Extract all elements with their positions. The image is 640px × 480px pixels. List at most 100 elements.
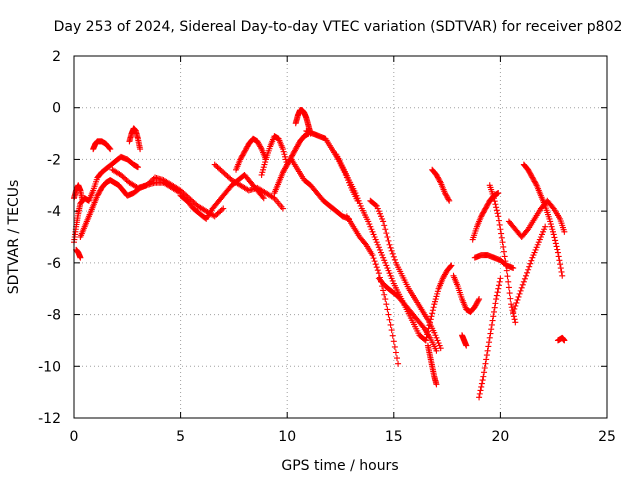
data-point — [385, 311, 392, 318]
series-trace-31 — [554, 334, 568, 344]
data-point — [284, 161, 291, 168]
data-point — [426, 322, 433, 329]
data-point — [529, 254, 536, 261]
data-point — [507, 295, 514, 302]
data-point — [472, 302, 479, 309]
data-point — [526, 169, 533, 176]
data-point — [494, 289, 501, 296]
data-point — [289, 152, 296, 159]
data-point — [536, 236, 543, 243]
data-point — [522, 272, 529, 279]
data-point — [387, 244, 394, 251]
data-point — [256, 142, 263, 149]
data-point — [556, 257, 563, 264]
y-tick-label: 2 — [52, 49, 61, 65]
data-point — [494, 210, 501, 217]
data-point — [217, 166, 224, 173]
data-point — [496, 278, 503, 285]
data-point — [516, 290, 523, 297]
data-point — [367, 223, 374, 230]
data-point — [423, 334, 430, 341]
data-point — [425, 325, 432, 332]
x-tick-label: 0 — [70, 429, 79, 445]
data-point — [147, 178, 154, 185]
data-point — [478, 380, 485, 387]
data-point — [382, 226, 389, 233]
data-point — [372, 261, 379, 268]
data-point — [428, 313, 435, 320]
series-trace-25 — [476, 275, 504, 401]
data-point — [215, 209, 222, 216]
data-point — [283, 162, 290, 169]
data-point — [371, 258, 378, 265]
data-point — [553, 243, 560, 250]
data-point — [431, 329, 438, 336]
data-point — [497, 275, 504, 282]
series-trace-29 — [505, 197, 568, 240]
data-point — [491, 304, 498, 311]
data-point — [381, 291, 388, 298]
data-point — [386, 270, 393, 277]
grid — [74, 56, 607, 418]
data-point — [434, 337, 441, 344]
data-point — [531, 249, 538, 256]
data-point — [525, 166, 532, 173]
series-trace-5 — [90, 138, 114, 153]
data-point — [432, 298, 439, 305]
data-point — [382, 259, 389, 266]
data-point — [524, 269, 531, 276]
data-point — [385, 237, 392, 244]
data-point — [146, 179, 153, 186]
data-point — [510, 265, 517, 272]
data-point — [502, 258, 509, 265]
data-point — [549, 228, 556, 235]
data-point — [437, 345, 444, 352]
data-point — [427, 319, 434, 326]
data-point — [365, 218, 372, 225]
data-point — [506, 290, 513, 297]
data-point — [500, 248, 507, 255]
data-point — [476, 394, 483, 401]
data-point — [480, 209, 487, 216]
data-point — [471, 303, 478, 310]
data-point — [383, 262, 390, 269]
data-point — [287, 155, 294, 162]
data-point — [476, 390, 483, 397]
data-point — [434, 290, 441, 297]
data-point — [429, 310, 436, 317]
data-point — [95, 191, 102, 198]
data-point — [220, 205, 227, 212]
data-point — [374, 267, 381, 274]
data-point — [391, 343, 398, 350]
series-trace-10 — [233, 135, 269, 173]
data-point — [240, 149, 247, 156]
data-point — [463, 342, 470, 349]
data-point — [293, 144, 300, 151]
data-point — [446, 197, 453, 204]
data-point — [514, 296, 521, 303]
data-point — [375, 270, 382, 277]
data-point — [433, 293, 440, 300]
data-point — [374, 205, 381, 212]
series-trace-21 — [424, 342, 440, 388]
data-point — [478, 213, 485, 220]
data-point — [375, 208, 382, 215]
data-point — [242, 146, 249, 153]
data-point — [137, 146, 144, 153]
data-point — [214, 210, 221, 217]
data-point — [380, 287, 387, 294]
data-point — [440, 274, 447, 281]
data-point — [211, 213, 218, 220]
data-point — [478, 383, 485, 390]
y-tick-label: -6 — [47, 256, 61, 272]
data-point — [528, 173, 535, 180]
data-point — [557, 261, 564, 268]
data-point — [279, 169, 286, 176]
data-point — [144, 180, 151, 187]
series-trace-20 — [422, 262, 455, 344]
data-point — [552, 237, 559, 244]
data-point — [291, 148, 298, 155]
data-point — [389, 277, 396, 284]
data-point — [432, 332, 439, 339]
data-point — [493, 204, 500, 211]
